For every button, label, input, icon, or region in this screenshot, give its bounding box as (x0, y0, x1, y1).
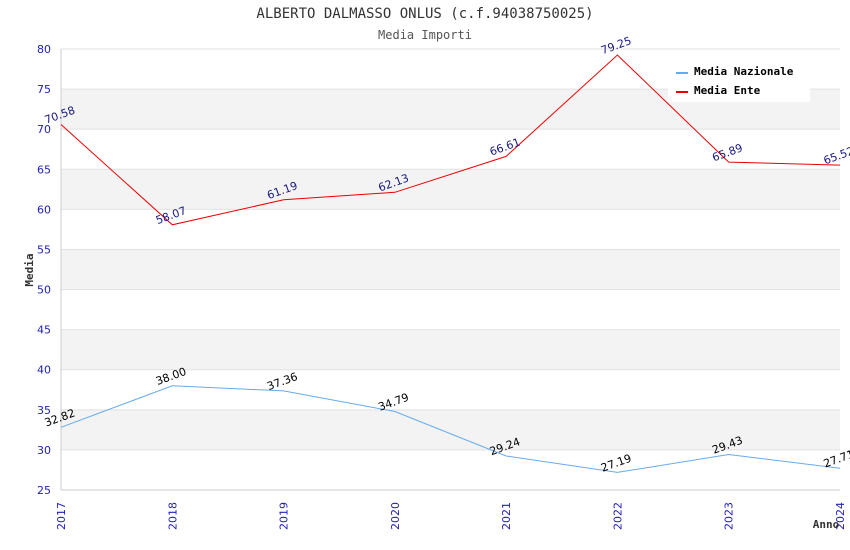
x-tick-label: 2022 (611, 502, 624, 530)
y-tick-label: 35 (37, 404, 51, 417)
y-tick-label: 30 (37, 444, 51, 457)
y-tick-label: 65 (37, 163, 51, 176)
legend-label-media-nazionale: Media Nazionale (694, 65, 794, 78)
grid-band (61, 369, 840, 410)
y-tick-label: 80 (37, 43, 51, 56)
grid-band (61, 249, 840, 290)
y-axis-title: Media (23, 253, 36, 286)
chart-title: ALBERTO DALMASSO ONLUS (c.f.94038750025) (256, 6, 593, 22)
grid-band (61, 289, 840, 330)
grid-bands (61, 48, 840, 491)
legend-box (668, 60, 810, 102)
grid-band (61, 209, 840, 250)
series-lines (60, 54, 841, 473)
x-tick-label: 2023 (723, 502, 736, 530)
x-tick-labels: 2017 2018 2019 2020 2021 2022 2023 2024 (55, 502, 847, 530)
x-tick-label: 2024 (834, 502, 847, 530)
y-tick-label: 70 (37, 123, 51, 136)
x-tick-label: 2019 (278, 502, 291, 530)
grid-band (61, 169, 840, 210)
grid-band (61, 449, 840, 490)
y-tick-labels: 25 30 35 40 45 50 55 60 65 70 75 80 (37, 43, 51, 497)
axes (60, 49, 840, 491)
x-axis-title: Anno (813, 518, 840, 531)
chart-subtitle: Media Importi (378, 28, 472, 42)
grid-band (61, 329, 840, 370)
y-tick-label: 55 (37, 243, 51, 256)
legend: Media Nazionale Media Ente (668, 60, 810, 102)
y-tick-label: 25 (37, 484, 51, 497)
y-tick-label: 60 (37, 203, 51, 216)
grid-band (61, 129, 840, 170)
series-line (60, 54, 841, 226)
series-line (60, 385, 841, 473)
x-tick-label: 2018 (166, 502, 179, 530)
x-tick-label: 2017 (55, 502, 68, 530)
grid-band (61, 409, 840, 450)
legend-label-media-ente: Media Ente (694, 84, 761, 97)
y-tick-label: 45 (37, 324, 51, 337)
x-tick-label: 2020 (389, 502, 402, 530)
y-tick-label: 40 (37, 364, 51, 377)
x-tick-label: 2021 (500, 502, 513, 530)
y-tick-label: 50 (37, 284, 51, 297)
y-tick-label: 75 (37, 83, 51, 96)
